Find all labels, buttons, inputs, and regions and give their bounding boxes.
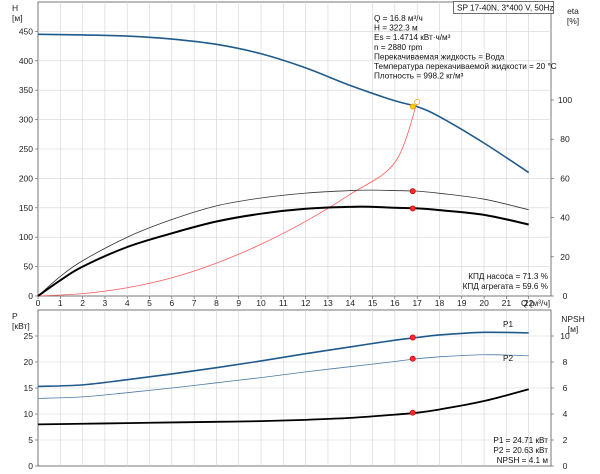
x-tick-label: 6 xyxy=(169,298,174,308)
x-tick-label: 5 xyxy=(147,298,152,308)
top-duty-point xyxy=(409,205,416,212)
duty-info-line: Плотность = 998.2 кг/м³ xyxy=(374,72,464,81)
x-tick-label: 18 xyxy=(435,298,445,308)
top-duty-point xyxy=(414,99,421,105)
bottom-ylabel-right: NPSH xyxy=(561,314,585,324)
x-tick-label: 1 xyxy=(58,298,63,308)
x-tick-label: 16 xyxy=(390,298,400,308)
top-tick-left-label: 0 xyxy=(28,291,33,301)
bottom-tick-left-label: 15 xyxy=(24,383,34,393)
x-tick-label: 3 xyxy=(103,298,108,308)
top-series-0-line xyxy=(37,33,530,174)
top-series-1-line xyxy=(37,101,418,297)
x-tick-label: 20 xyxy=(479,298,489,308)
bottom-tick-right-label: 2 xyxy=(563,435,568,445)
x-tick-label: 21 xyxy=(502,298,512,308)
duty-info-line: n = 2880 rpm xyxy=(374,43,423,52)
top-tick-right-label: 20 xyxy=(560,252,570,262)
top-tick-right-label: 100 xyxy=(558,95,572,105)
bottom-tick-right-label: 8 xyxy=(563,357,568,367)
bottom-tick-right-label: 0 xyxy=(563,461,568,471)
top-tick-right-label: 80 xyxy=(560,134,570,144)
bottom-tick-right-label: 10 xyxy=(560,331,570,341)
power-info-line: NPSH = 4.1 м xyxy=(497,456,549,465)
x-tick-label: 11 xyxy=(279,298,288,308)
x-tick-label: 22 xyxy=(524,298,534,308)
power-info-line: P2 = 20.63 кВт xyxy=(493,446,548,455)
x-tick-label: 14 xyxy=(346,298,356,308)
x-axis-title: Q [м³/ч] xyxy=(521,298,550,308)
x-tick-label: 17 xyxy=(412,298,422,308)
chart-title: SP 17-40N, 3*400 V, 50Hz xyxy=(457,4,554,13)
top-tick-left-label: 300 xyxy=(19,115,33,125)
bottom-tick-right-label: 6 xyxy=(563,383,568,393)
x-tick-label: 2 xyxy=(80,298,85,308)
series-label-p2: P2 xyxy=(503,354,513,363)
top-series-2-line xyxy=(37,189,529,297)
bottom-series-2-line xyxy=(37,388,529,426)
x-tick-label: 8 xyxy=(214,298,219,308)
top-series-3-line xyxy=(37,205,529,297)
top-tick-left-label: 200 xyxy=(19,173,33,183)
bottom-series-0-line xyxy=(37,331,529,388)
duty-info-line: Es = 1.4714 кВт·ч/м³ xyxy=(374,33,451,42)
efficiency-info-line: КПД агрегата = 59.6 % xyxy=(463,282,548,291)
power-info-line: P1 = 24.71 кВт xyxy=(493,436,548,445)
top-tick-left-label: 350 xyxy=(19,85,33,95)
top-tick-right-label: 40 xyxy=(560,213,570,223)
top-tick-left-label: 450 xyxy=(19,26,33,36)
top-tick-left-label: 100 xyxy=(19,232,33,242)
x-tick-label: 0 xyxy=(36,298,41,308)
top-ylabel-left: [м] xyxy=(12,13,23,23)
top-tick-right-label: 60 xyxy=(560,173,570,183)
efficiency-info-line: КПД насоса = 71.3 % xyxy=(468,272,548,281)
top-tick-left-label: 50 xyxy=(24,262,34,272)
bottom-tick-left-label: 10 xyxy=(24,409,34,419)
x-tick-label: 15 xyxy=(368,298,378,308)
bottom-duty-point xyxy=(409,355,416,362)
x-tick-label: 12 xyxy=(301,298,311,308)
x-tick-label: 9 xyxy=(236,298,241,308)
top-ylabel-right: eta xyxy=(567,6,579,16)
bottom-tick-left-label: 0 xyxy=(28,461,33,471)
duty-info-line: Перекачиваемая жидкость = Вода xyxy=(374,52,505,61)
top-tick-right-label: 0 xyxy=(563,291,568,301)
bottom-ylabel-left: P xyxy=(12,311,18,321)
bottom-tick-left-label: 5 xyxy=(28,435,33,445)
bottom-series-1-line xyxy=(37,354,529,399)
top-ylabel-right: [%] xyxy=(567,16,579,26)
top-tick-left-label: 400 xyxy=(19,56,33,66)
duty-info-line: Температура перекачиваемой жидкости = 20… xyxy=(374,62,557,71)
top-tick-left-label: 150 xyxy=(19,203,33,213)
x-tick-label: 7 xyxy=(192,298,197,308)
bottom-duty-point xyxy=(409,409,416,416)
bottom-tick-right-label: 4 xyxy=(563,409,568,419)
bottom-tick-left-label: 25 xyxy=(24,331,34,341)
series-label-p1: P1 xyxy=(503,320,513,329)
bottom-ylabel-left: [кВт] xyxy=(12,321,30,331)
duty-info-line: Q = 16.8 м³/ч xyxy=(374,14,423,23)
bottom-tick-left-label: 20 xyxy=(24,357,34,367)
top-tick-left-label: 250 xyxy=(19,144,33,154)
top-duty-point xyxy=(409,103,416,110)
x-tick-label: 10 xyxy=(256,298,266,308)
title-box xyxy=(453,1,554,14)
x-tick-label: 13 xyxy=(323,298,333,308)
bottom-duty-point xyxy=(409,334,416,341)
bottom-ylabel-right: [м] xyxy=(568,324,579,334)
duty-info-line: H = 322.3 м xyxy=(374,24,418,33)
x-tick-label: 4 xyxy=(125,298,130,308)
top-ylabel-left: H xyxy=(12,3,18,13)
x-tick-label: 19 xyxy=(457,298,467,308)
top-duty-point xyxy=(409,188,416,195)
